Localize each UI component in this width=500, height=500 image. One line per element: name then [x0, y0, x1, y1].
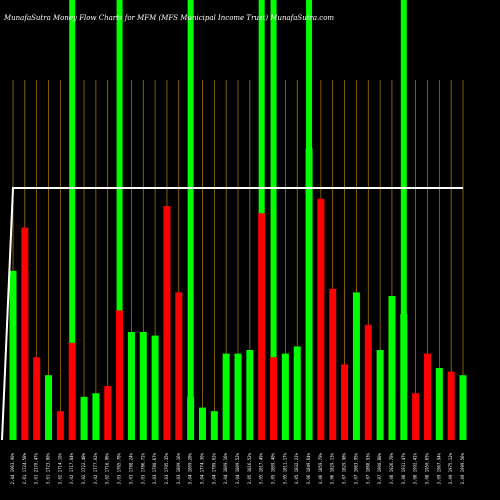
x-tick-label: 3.03 1780.67%	[152, 452, 157, 484]
x-tick-label: 3.06 1859.79%	[318, 452, 323, 484]
x-tick-label: 3.07 1868.93%	[365, 452, 370, 484]
money-flow-bar	[329, 288, 337, 440]
money-flow-bars	[9, 148, 467, 440]
x-tick-label: 3.02 1777.02%	[93, 452, 98, 484]
money-flow-bar	[400, 314, 408, 440]
x-tick-labels: 2.44 1963.90% 2.81 1724.58% 3.01 2170.47% 3…	[10, 452, 465, 484]
highlight-bar	[116, 0, 123, 440]
highlight-bar	[69, 0, 76, 440]
money-flow-bar	[258, 213, 266, 440]
money-flow-bar	[270, 357, 278, 440]
money-flow-bar	[222, 353, 230, 440]
x-tick-label: 3.09 1999.56%	[460, 452, 465, 484]
x-tick-label: 3.03 1786.72%	[140, 452, 145, 484]
x-tick-label: 3.07 1900.88%	[377, 452, 382, 484]
x-tick-label: 3.05 1811.17%	[282, 452, 287, 484]
money-flow-bar	[376, 350, 384, 440]
price-line	[1, 187, 463, 441]
money-flow-bar	[234, 353, 242, 440]
x-tick-label: 2.81 1724.58%	[22, 452, 27, 484]
money-flow-bar	[459, 375, 467, 440]
x-tick-label: 3.02 1717.84%	[69, 452, 74, 484]
x-tick-label: 3.01 2170.47%	[34, 452, 39, 484]
money-flow-bar	[293, 346, 301, 440]
x-tick-label: 3.02 1716.96%	[105, 452, 110, 484]
highlight-bar	[187, 0, 194, 440]
chart-title: MunafaSutra Money Flow Charts for MFM (M…	[3, 14, 334, 22]
x-tick-label: 3.06 1829.13%	[330, 452, 335, 484]
money-flow-bar	[412, 393, 420, 440]
x-tick-label: 3.07 1829.98%	[342, 452, 347, 484]
money-flow-bar	[175, 292, 183, 440]
money-flow-bar	[151, 335, 159, 440]
money-flow-bar	[388, 296, 396, 440]
x-tick-label: 3.03 1765.78%	[117, 452, 122, 484]
money-flow-bar	[68, 342, 76, 440]
money-flow-bar	[341, 364, 349, 440]
x-tick-label: 3.08 1950.65%	[424, 452, 429, 484]
price-line-path	[1, 187, 463, 441]
money-flow-bar	[9, 270, 17, 440]
highlight-bar	[270, 0, 277, 440]
x-tick-label: 3.05 1809.40%	[271, 452, 276, 484]
money-flow-bar	[104, 386, 112, 440]
x-tick-label: 3.05 1832.21%	[294, 452, 299, 484]
highlight-bar	[400, 0, 407, 440]
x-tick-label: 3.08 1931.47%	[401, 452, 406, 484]
x-tick-label: 3.06 1849.64%	[306, 452, 311, 484]
money-flow-bar	[56, 411, 64, 440]
money-flow-bar	[116, 310, 124, 440]
x-tick-label: 3.09 1967.94%	[436, 452, 441, 484]
money-flow-bar	[127, 332, 135, 440]
money-flow-bar	[305, 148, 313, 440]
x-tick-label: 3.05 1817.49%	[259, 452, 264, 484]
x-tick-label: 3.04 1774.30%	[199, 452, 204, 484]
money-flow-bar	[435, 368, 443, 440]
x-tick-label: 3.02 1714.10%	[57, 452, 62, 484]
x-tick-label: 3.08 1992.41%	[413, 452, 418, 484]
money-flow-bar	[210, 411, 218, 440]
x-tick-label: 3.08 1926.78%	[389, 452, 394, 484]
money-flow-bar	[364, 324, 372, 440]
x-tick-label: 3.04 1809.16%	[223, 452, 228, 484]
money-flow-bar	[317, 198, 325, 440]
x-tick-label: 3.04 1809.28%	[188, 452, 193, 484]
x-tick-label: 3.03 1809.16%	[176, 452, 181, 484]
x-tick-label: 3.01 1723.80%	[46, 452, 51, 484]
x-tick-label: 2.44 1963.90%	[10, 452, 15, 484]
money-flow-bar	[21, 227, 29, 440]
money-flow-bar	[80, 396, 88, 440]
money-flow-bar	[423, 353, 431, 440]
money-flow-bar	[139, 332, 147, 440]
x-tick-label: 3.03 1795.35%	[164, 452, 169, 484]
x-tick-label: 3.07 1863.95%	[353, 452, 358, 484]
money-flow-bar	[163, 206, 171, 440]
x-tick-label: 3.04 1809.52%	[235, 452, 240, 484]
money-flow-bar	[352, 292, 360, 440]
money-flow-bar	[246, 350, 254, 440]
money-flow-bar	[33, 357, 41, 440]
money-flow-bar	[281, 353, 289, 440]
money-flow-bar	[187, 396, 195, 440]
x-tick-label: 3.02 1722.48%	[81, 452, 86, 484]
money-flow-bar	[198, 407, 206, 440]
money-flow-bar	[447, 371, 455, 440]
x-tick-label: 3.05 1816.52%	[247, 452, 252, 484]
x-tick-label: 3.09 1975.12%	[448, 452, 453, 484]
money-flow-bar	[45, 375, 53, 440]
x-tick-label: 3.03 1788.24%	[128, 452, 133, 484]
money-flow-bar	[92, 393, 100, 440]
x-tick-label: 3.04 1789.02%	[211, 452, 216, 484]
